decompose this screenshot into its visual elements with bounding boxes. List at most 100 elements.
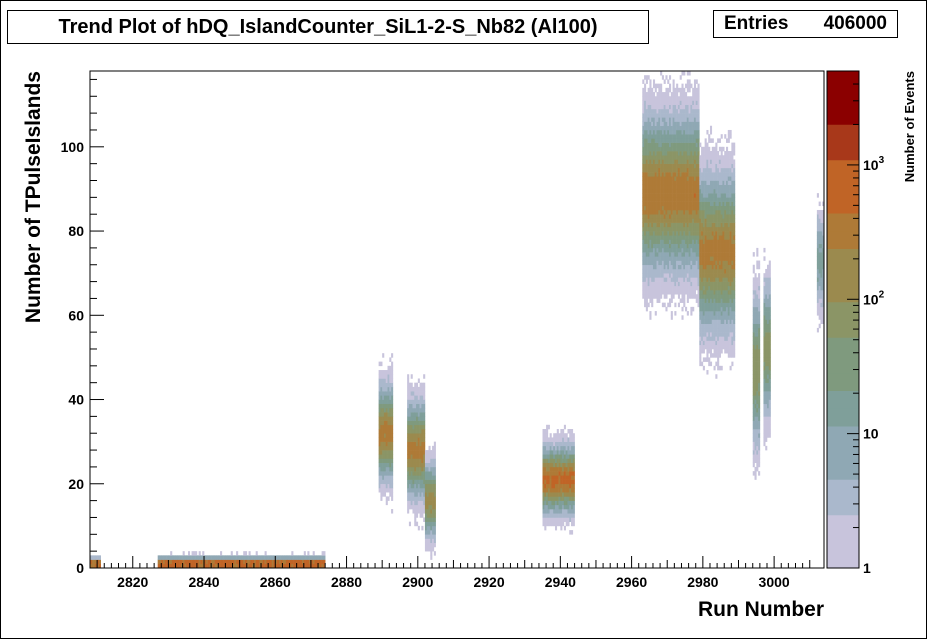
- heatmap-cell: [410, 374, 413, 379]
- heatmap-cell: [677, 100, 680, 105]
- heatmap-cell: [686, 260, 689, 266]
- heatmap-cell: [656, 298, 659, 303]
- heatmap-cell: [693, 239, 697, 244]
- heatmap-cell: [318, 555, 321, 560]
- heatmap-cell: [661, 180, 664, 186]
- heatmap-cell: [697, 285, 700, 291]
- heatmap-cell: [727, 163, 730, 169]
- heatmap-cell: [661, 273, 664, 278]
- heatmap-cell: [654, 235, 657, 240]
- heatmap-cell: [699, 353, 702, 358]
- heatmap-cell: [383, 374, 387, 379]
- heatmap-cell: [685, 146, 688, 152]
- heatmap-cell: [544, 525, 547, 531]
- heatmap-cell: [718, 138, 721, 143]
- heatmap-cell: [683, 214, 686, 219]
- heatmap-cell: [702, 201, 705, 207]
- heatmap-cell: [382, 441, 385, 447]
- heatmap-cell: [378, 479, 381, 485]
- heatmap-cell: [170, 551, 173, 556]
- heatmap-cell: [432, 475, 435, 480]
- heatmap-cell: [758, 391, 761, 396]
- heatmap-cell: [187, 555, 191, 560]
- heatmap-cell: [424, 509, 428, 514]
- heatmap-cell: [433, 500, 436, 506]
- heatmap-cell: [731, 290, 734, 295]
- heatmap-cell: [672, 256, 675, 261]
- heatmap-cell: [715, 155, 718, 160]
- heatmap-cell: [704, 142, 707, 148]
- heatmap-cell: [763, 429, 766, 434]
- heatmap-cell: [647, 180, 650, 186]
- heatmap-cell: [423, 496, 426, 501]
- heatmap-cell: [688, 239, 691, 244]
- heatmap-cell: [766, 311, 770, 316]
- heatmap-cell: [563, 471, 566, 476]
- heatmap-cell: [683, 117, 686, 122]
- heatmap-cell: [765, 386, 768, 392]
- heatmap-cell: [572, 504, 575, 510]
- heatmap-cell: [649, 104, 652, 110]
- heatmap-cell: [674, 100, 677, 105]
- heatmap-cell: [378, 420, 381, 426]
- heatmap-cell: [658, 218, 661, 223]
- heatmap-cell: [416, 433, 419, 438]
- heatmap-cell: [656, 231, 659, 236]
- heatmap-cell: [658, 209, 661, 215]
- heatmap-cell: [560, 433, 563, 438]
- heatmap-cell: [554, 517, 558, 522]
- heatmap-cell: [766, 344, 770, 350]
- heatmap-cell: [718, 193, 721, 198]
- heatmap-cell: [649, 315, 652, 320]
- heatmap-cell: [656, 163, 659, 169]
- heatmap-cell: [266, 563, 269, 569]
- heatmap-cell: [665, 155, 668, 160]
- heatmap-cell: [701, 306, 704, 312]
- heatmap-cell: [677, 209, 680, 215]
- heatmap-cell: [677, 163, 680, 169]
- heatmap-cell: [676, 87, 679, 93]
- heatmap-cell: [713, 281, 716, 287]
- heatmap-cell: [565, 458, 568, 463]
- heatmap-cell: [727, 290, 730, 295]
- heatmap-cell: [419, 433, 422, 438]
- heatmap-cell: [670, 273, 673, 278]
- heatmap-cell: [407, 403, 410, 409]
- heatmap-cell: [765, 273, 768, 278]
- heatmap-cell: [642, 243, 645, 249]
- heatmap-cell: [820, 277, 823, 282]
- heatmap-cell: [424, 458, 428, 463]
- heatmap-cell: [722, 256, 725, 261]
- heatmap-cell: [433, 479, 436, 485]
- heatmap-cell: [708, 277, 711, 282]
- heatmap-cell: [763, 353, 766, 358]
- heatmap-cell: [649, 134, 652, 139]
- chart-title: Trend Plot of hDQ_IslandCounter_SiL1-2-S…: [58, 16, 598, 38]
- heatmap-cell: [697, 252, 700, 257]
- heatmap-cell: [768, 424, 771, 430]
- heatmap-cell: [720, 306, 723, 312]
- heatmap-cell: [763, 378, 766, 383]
- heatmap-cell: [697, 172, 700, 177]
- heatmap-cell: [651, 294, 654, 299]
- heatmap-cell: [644, 176, 647, 181]
- heatmap-cell: [754, 454, 757, 459]
- heatmap-cell: [695, 209, 698, 215]
- heatmap-cell: [768, 302, 771, 308]
- heatmap-cell: [670, 222, 673, 228]
- heatmap-cell: [571, 429, 574, 434]
- heatmap-cell: [410, 391, 413, 396]
- heatmap-cell: [407, 412, 410, 417]
- heatmap-cell: [766, 273, 770, 278]
- heatmap-cell: [676, 252, 679, 257]
- heatmap-cell: [412, 433, 415, 438]
- heatmap-cell: [704, 138, 707, 143]
- heatmap-cell: [563, 445, 566, 451]
- heatmap-cell: [695, 167, 698, 173]
- heatmap-cell: [554, 513, 558, 518]
- heatmap-cell: [676, 264, 679, 270]
- heatmap-cell: [752, 252, 755, 257]
- heatmap-cell: [699, 361, 702, 367]
- heatmap-cell: [569, 441, 572, 447]
- heatmap-cell: [241, 563, 244, 569]
